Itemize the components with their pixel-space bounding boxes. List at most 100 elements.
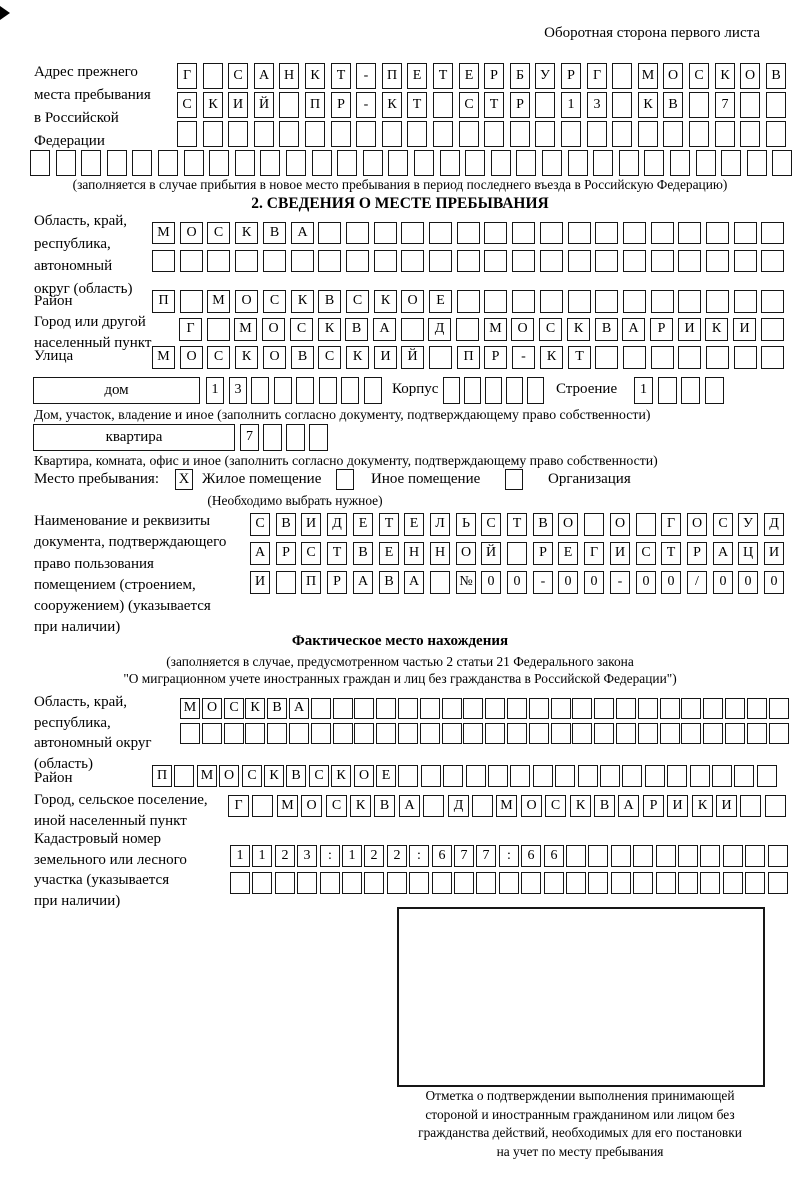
- char-cell[interactable]: [209, 150, 229, 176]
- char-cell[interactable]: [342, 872, 362, 894]
- char-cell[interactable]: О: [262, 318, 285, 341]
- char-cell[interactable]: [700, 872, 720, 894]
- char-cell[interactable]: [678, 845, 698, 867]
- char-cell[interactable]: [276, 571, 296, 594]
- char-cell[interactable]: О: [687, 513, 707, 536]
- char-cell[interactable]: [555, 765, 575, 787]
- char-cell[interactable]: [595, 250, 618, 272]
- char-cell[interactable]: [354, 698, 374, 719]
- char-cell[interactable]: [291, 250, 314, 272]
- char-cell[interactable]: [747, 698, 767, 719]
- char-cell[interactable]: В: [291, 346, 314, 369]
- char-cell[interactable]: Й: [401, 346, 424, 369]
- char-cell[interactable]: [540, 290, 563, 313]
- char-cell[interactable]: [644, 150, 664, 176]
- char-cell[interactable]: К: [318, 318, 341, 341]
- char-cell[interactable]: [364, 872, 384, 894]
- char-cell[interactable]: [433, 121, 453, 147]
- char-cell[interactable]: В: [263, 222, 286, 244]
- char-cell[interactable]: С: [318, 346, 341, 369]
- char-cell[interactable]: [202, 723, 222, 744]
- char-cell[interactable]: О: [401, 290, 424, 313]
- char-cell[interactable]: К: [374, 290, 397, 313]
- char-cell[interactable]: [745, 845, 765, 867]
- char-cell[interactable]: [681, 377, 700, 404]
- char-cell[interactable]: [245, 723, 265, 744]
- char-cell[interactable]: М: [180, 698, 200, 719]
- char-cell[interactable]: [663, 121, 683, 147]
- char-cell[interactable]: М: [152, 222, 175, 244]
- char-cell[interactable]: О: [180, 222, 203, 244]
- char-cell[interactable]: Т: [433, 63, 453, 89]
- char-cell[interactable]: [260, 150, 280, 176]
- char-cell[interactable]: О: [456, 542, 476, 565]
- char-cell[interactable]: И: [667, 795, 688, 817]
- char-cell[interactable]: [174, 765, 194, 787]
- char-cell[interactable]: [616, 698, 636, 719]
- char-cell[interactable]: [305, 121, 325, 147]
- char-cell[interactable]: Д: [764, 513, 784, 536]
- char-cell[interactable]: [484, 290, 507, 313]
- char-cell[interactable]: И: [610, 542, 630, 565]
- char-cell[interactable]: [535, 92, 555, 118]
- char-cell[interactable]: [510, 765, 530, 787]
- char-cell[interactable]: [296, 377, 314, 404]
- char-cell[interactable]: [568, 222, 591, 244]
- char-cell[interactable]: [485, 698, 505, 719]
- char-cell[interactable]: 0: [738, 571, 758, 594]
- char-cell[interactable]: [376, 698, 396, 719]
- char-cell[interactable]: А: [713, 542, 733, 565]
- char-cell[interactable]: С: [224, 698, 244, 719]
- char-cell[interactable]: [421, 765, 441, 787]
- char-cell[interactable]: [595, 346, 618, 369]
- char-cell[interactable]: Е: [558, 542, 578, 565]
- char-cell[interactable]: О: [558, 513, 578, 536]
- char-cell[interactable]: Н: [430, 542, 450, 565]
- char-cell[interactable]: С: [481, 513, 501, 536]
- char-cell[interactable]: [540, 250, 563, 272]
- char-cell[interactable]: [622, 765, 642, 787]
- char-cell[interactable]: [696, 150, 716, 176]
- char-cell[interactable]: [660, 698, 680, 719]
- char-cell[interactable]: [638, 121, 658, 147]
- char-cell[interactable]: К: [331, 765, 351, 787]
- char-cell[interactable]: [442, 698, 462, 719]
- char-cell[interactable]: [612, 121, 632, 147]
- char-cell[interactable]: [761, 346, 784, 369]
- char-cell[interactable]: Е: [376, 765, 396, 787]
- char-cell[interactable]: Н: [279, 63, 299, 89]
- char-cell[interactable]: С: [177, 92, 197, 118]
- char-cell[interactable]: [472, 795, 493, 817]
- char-cell[interactable]: О: [301, 795, 322, 817]
- char-cell[interactable]: 7: [240, 424, 259, 451]
- char-cell[interactable]: [254, 121, 274, 147]
- char-cell[interactable]: [706, 290, 729, 313]
- char-cell[interactable]: [588, 872, 608, 894]
- char-cell[interactable]: [533, 765, 553, 787]
- char-cell[interactable]: [320, 872, 340, 894]
- char-cell[interactable]: [484, 121, 504, 147]
- char-cell[interactable]: И: [228, 92, 248, 118]
- char-cell[interactable]: Г: [584, 542, 604, 565]
- char-cell[interactable]: [309, 424, 328, 451]
- char-cell[interactable]: 2: [364, 845, 384, 867]
- char-cell[interactable]: [230, 872, 250, 894]
- char-cell[interactable]: [423, 795, 444, 817]
- char-cell[interactable]: [651, 346, 674, 369]
- char-cell[interactable]: С: [689, 63, 709, 89]
- char-cell[interactable]: [587, 121, 607, 147]
- checkbox-inoe[interactable]: [336, 469, 354, 490]
- char-cell[interactable]: [595, 290, 618, 313]
- char-cell[interactable]: К: [203, 92, 223, 118]
- char-cell[interactable]: [476, 872, 496, 894]
- char-cell[interactable]: [286, 424, 305, 451]
- char-cell[interactable]: [734, 250, 757, 272]
- char-cell[interactable]: 2: [387, 845, 407, 867]
- char-cell[interactable]: И: [301, 513, 321, 536]
- char-cell[interactable]: [667, 765, 687, 787]
- char-cell[interactable]: [769, 723, 789, 744]
- char-cell[interactable]: [690, 765, 710, 787]
- char-cell[interactable]: [333, 698, 353, 719]
- char-cell[interactable]: [715, 121, 735, 147]
- char-cell[interactable]: [566, 872, 586, 894]
